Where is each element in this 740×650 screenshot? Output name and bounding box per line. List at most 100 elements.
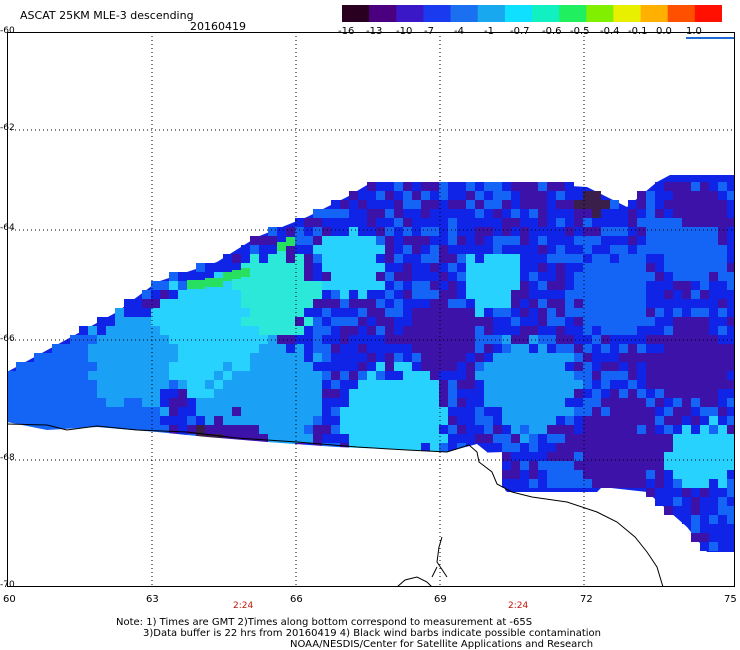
data-cell bbox=[376, 362, 385, 371]
data-cell bbox=[313, 218, 322, 227]
data-cell bbox=[502, 398, 511, 407]
data-cell bbox=[565, 272, 574, 281]
data-cell bbox=[538, 479, 547, 488]
data-cell bbox=[196, 299, 205, 308]
data-cell bbox=[457, 254, 466, 263]
data-cell bbox=[691, 272, 700, 281]
data-cell bbox=[358, 263, 367, 272]
data-cell bbox=[223, 290, 232, 299]
map-plot[interactable] bbox=[7, 32, 735, 587]
data-cell bbox=[88, 416, 97, 425]
data-cell bbox=[520, 308, 529, 317]
data-cell bbox=[421, 371, 430, 380]
data-cell bbox=[286, 281, 295, 290]
data-cell bbox=[691, 353, 700, 362]
data-cell bbox=[637, 236, 646, 245]
data-cell bbox=[547, 191, 556, 200]
data-cell bbox=[529, 398, 538, 407]
data-cell bbox=[376, 245, 385, 254]
data-cell bbox=[682, 371, 691, 380]
data-cell bbox=[430, 353, 439, 362]
data-cell bbox=[700, 290, 709, 299]
data-cell bbox=[646, 479, 655, 488]
data-cell bbox=[718, 254, 727, 263]
data-cell bbox=[295, 290, 304, 299]
data-cell bbox=[637, 380, 646, 389]
data-cell bbox=[412, 407, 421, 416]
data-cell bbox=[151, 362, 160, 371]
data-cell bbox=[286, 227, 295, 236]
data-cell bbox=[160, 281, 169, 290]
data-cell bbox=[511, 263, 520, 272]
data-cell bbox=[727, 200, 735, 209]
data-cell bbox=[511, 344, 520, 353]
data-cell bbox=[187, 407, 196, 416]
data-cell bbox=[547, 443, 556, 452]
data-cell bbox=[421, 200, 430, 209]
data-cell bbox=[619, 425, 628, 434]
data-cell bbox=[718, 191, 727, 200]
data-cell bbox=[538, 236, 547, 245]
data-cell bbox=[178, 353, 187, 362]
data-cell bbox=[700, 218, 709, 227]
data-cell bbox=[421, 335, 430, 344]
data-cell bbox=[628, 290, 637, 299]
data-cell bbox=[493, 398, 502, 407]
data-cell bbox=[340, 425, 349, 434]
data-cell bbox=[349, 290, 358, 299]
data-cell bbox=[466, 434, 475, 443]
data-cell bbox=[34, 371, 43, 380]
plot-border bbox=[7, 32, 735, 587]
data-cell bbox=[151, 299, 160, 308]
data-cell bbox=[637, 353, 646, 362]
data-cell bbox=[466, 389, 475, 398]
data-cell bbox=[592, 263, 601, 272]
data-cell bbox=[430, 290, 439, 299]
data-cell bbox=[223, 398, 232, 407]
data-cell bbox=[259, 371, 268, 380]
data-cell bbox=[331, 353, 340, 362]
data-cell bbox=[223, 389, 232, 398]
data-cell bbox=[700, 452, 709, 461]
data-cell bbox=[232, 281, 241, 290]
data-cell bbox=[529, 389, 538, 398]
data-cell bbox=[430, 209, 439, 218]
data-cell bbox=[664, 389, 673, 398]
data-cell bbox=[169, 353, 178, 362]
data-cell bbox=[700, 344, 709, 353]
data-cell bbox=[430, 254, 439, 263]
data-cell bbox=[520, 389, 529, 398]
data-cell bbox=[331, 326, 340, 335]
data-cell bbox=[529, 290, 538, 299]
data-cell bbox=[448, 254, 457, 263]
data-cell bbox=[466, 335, 475, 344]
data-cell bbox=[709, 443, 718, 452]
data-cell bbox=[673, 407, 682, 416]
data-cell bbox=[691, 236, 700, 245]
data-cell bbox=[295, 245, 304, 254]
data-cell bbox=[394, 326, 403, 335]
data-cell bbox=[493, 254, 502, 263]
data-cell bbox=[88, 407, 97, 416]
data-cell bbox=[637, 461, 646, 470]
data-cell bbox=[484, 389, 493, 398]
data-cell bbox=[403, 254, 412, 263]
data-cell bbox=[403, 299, 412, 308]
data-cell bbox=[286, 254, 295, 263]
data-cell bbox=[574, 461, 583, 470]
data-cell bbox=[691, 263, 700, 272]
data-cell bbox=[655, 380, 664, 389]
data-cell bbox=[718, 290, 727, 299]
data-cell bbox=[277, 236, 286, 245]
data-cell bbox=[529, 272, 538, 281]
data-cell bbox=[259, 254, 268, 263]
footer-credit: NOAA/NESDIS/Center for Satellite Applica… bbox=[290, 639, 594, 650]
data-cell bbox=[655, 362, 664, 371]
data-cell bbox=[628, 299, 637, 308]
data-cell bbox=[646, 416, 655, 425]
data-cell bbox=[241, 308, 250, 317]
data-cell bbox=[727, 344, 735, 353]
data-cell bbox=[241, 254, 250, 263]
data-cell bbox=[493, 182, 502, 191]
data-cell bbox=[511, 425, 520, 434]
